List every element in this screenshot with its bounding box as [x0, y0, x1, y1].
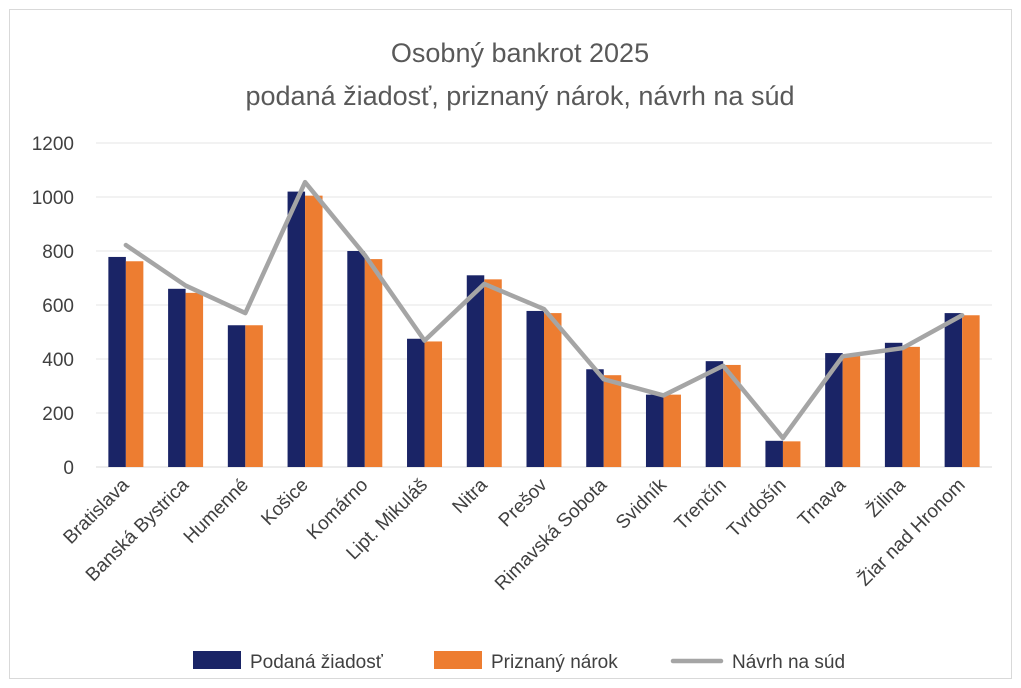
bar-priznany-narok [902, 346, 920, 467]
bar-podana-ziadost [765, 440, 783, 467]
legend-swatch [193, 651, 241, 669]
x-tick-label: Prešov [495, 474, 552, 531]
chart-subtitle: podaná žiadosť, priznaný nárok, návrh na… [246, 81, 795, 111]
y-tick-label: 800 [42, 242, 74, 263]
bar-podana-ziadost [168, 288, 186, 467]
bar-priznany-narok [603, 375, 622, 467]
bar-podana-ziadost [825, 353, 843, 467]
bar-podana-ziadost [466, 275, 485, 467]
bar-podana-ziadost [108, 256, 126, 467]
bar-podana-ziadost [526, 310, 544, 467]
bar-podana-ziadost [586, 369, 604, 467]
y-tick-label: 200 [42, 404, 74, 425]
chart-title: Osobný bankrot 2025 [391, 38, 649, 68]
x-tick-label: Trnava [794, 474, 850, 530]
y-tick-label: 600 [42, 296, 74, 317]
x-tick-label: Rimavská Sobota [491, 474, 611, 594]
x-tick-label: Nitra [449, 474, 493, 518]
bar-priznany-narok [962, 315, 980, 467]
bar-priznany-narok [125, 261, 144, 467]
x-tick-label: Žiar nad Hronom [853, 474, 969, 590]
y-tick-label: 1200 [32, 134, 74, 155]
x-tick-label: Košice [257, 475, 312, 530]
bar-podana-ziadost [287, 191, 306, 467]
line-navrh-na-sud [123, 179, 965, 441]
y-tick-label: 0 [63, 458, 74, 479]
bar-podana-ziadost [347, 251, 365, 467]
bar-priznany-narok [782, 441, 801, 467]
bar-podana-ziadost [944, 313, 963, 467]
x-tick-label: Žilina [862, 474, 910, 522]
bar-priznany-narok [723, 364, 741, 467]
x-tick-label: Banská Bystrica [82, 474, 193, 585]
bar-priznany-narok [544, 313, 562, 467]
bar-priznany-narok [364, 259, 383, 467]
bar-priznany-narok [424, 341, 443, 467]
x-tick-label: Trenčín [671, 475, 731, 535]
legend-label: Návrh na súd [732, 652, 845, 673]
x-tick-label: Svidník [612, 474, 671, 533]
bar-podana-ziadost [884, 342, 903, 467]
x-tick-label: Tvrdošín [723, 475, 790, 542]
y-tick-label: 400 [42, 350, 74, 371]
bar-podana-ziadost [645, 394, 664, 467]
bar-podana-ziadost [227, 325, 246, 467]
bar-priznany-narok [305, 195, 323, 467]
bar-priznany-narok [842, 354, 861, 467]
legend-label: Podaná žiadosť [250, 652, 384, 673]
bar-priznany-narok [484, 279, 502, 467]
bar-podana-ziadost [407, 338, 425, 467]
bar-podana-ziadost [705, 361, 724, 467]
bar-priznany-narok [185, 292, 204, 467]
y-tick-label: 1000 [32, 188, 74, 209]
bar-priznany-narok [245, 325, 263, 467]
bar-priznany-narok [663, 394, 681, 467]
x-tick-label: Humenné [180, 475, 253, 548]
legend-label: Priznaný nárok [491, 652, 618, 673]
legend-swatch [434, 651, 482, 669]
